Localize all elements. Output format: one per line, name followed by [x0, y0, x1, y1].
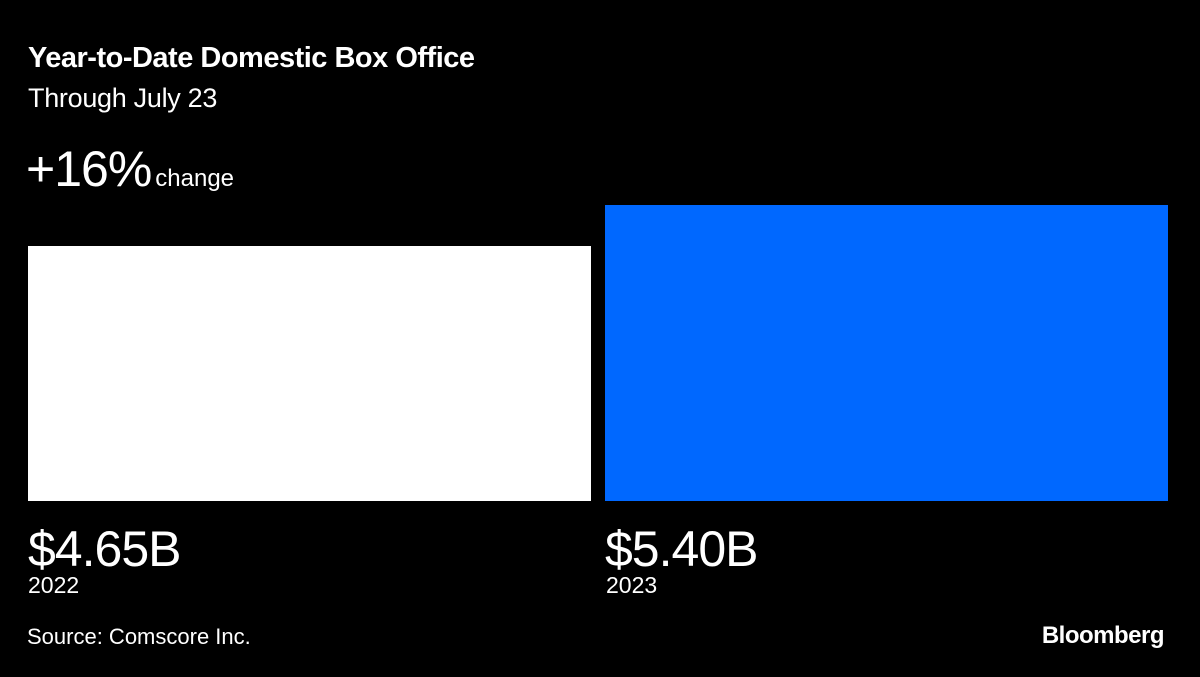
chart-title: Year-to-Date Domestic Box Office [28, 42, 475, 74]
bar-2023 [605, 205, 1168, 501]
bar-2022 [28, 246, 591, 501]
change-percent: +16% [26, 141, 152, 197]
value-label-2023: $5.40B [605, 521, 758, 577]
chart-subtitle: Through July 23 [28, 83, 218, 113]
year-label-2022: 2022 [28, 572, 80, 598]
source-note: Source: Comscore Inc. [27, 624, 251, 649]
change-label: change [155, 165, 235, 192]
value-label-2022: $4.65B [28, 521, 181, 577]
year-label-2023: 2023 [606, 572, 658, 598]
bloomberg-logo: Bloomberg [1041, 622, 1165, 649]
change-annotation: +16% change [26, 140, 234, 198]
